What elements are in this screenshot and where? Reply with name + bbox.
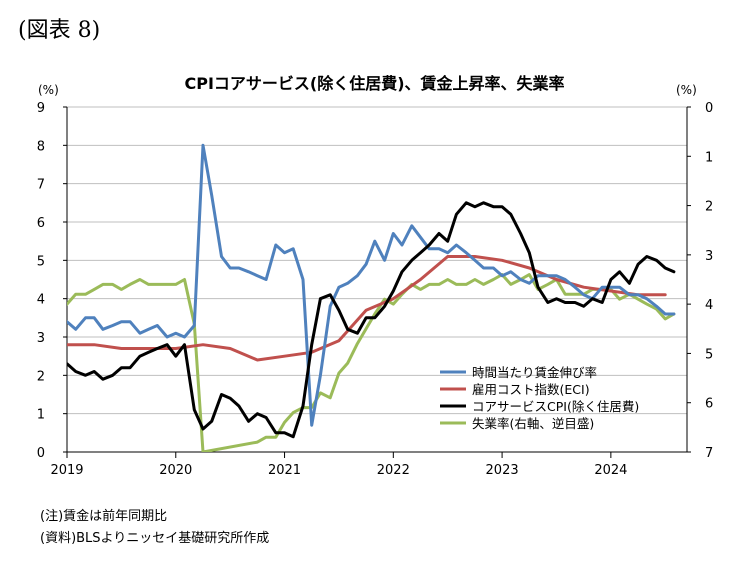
legend-label-0: 時間当たり賃金伸び率 (472, 365, 597, 380)
y-left-tick-label: 0 (37, 446, 45, 461)
y-right-tick-label: 5 (705, 347, 713, 362)
right-axis-unit: (%) (676, 83, 697, 97)
y-left-tick-label: 4 (37, 293, 45, 308)
x-tick-label: 2024 (594, 463, 627, 478)
x-tick-label: 2022 (377, 463, 410, 478)
note-wage: (注)賃金は前年同期比 (40, 509, 168, 524)
chart-title: CPIコアサービス(除く住居費)、賃金上昇率、失業率 (184, 74, 565, 93)
y-right-tick-label: 2 (705, 200, 713, 215)
legend-label-2: コアサービスCPI(除く住居費) (472, 399, 639, 414)
y-right-tick-label: 7 (705, 446, 713, 461)
y-left-tick-label: 1 (37, 408, 45, 423)
x-tick-label: 2019 (50, 463, 83, 478)
legend-label-1: 雇用コスト指数(ECI) (472, 382, 590, 397)
y-right-tick-label: 1 (705, 150, 713, 165)
series-line-3 (67, 273, 676, 452)
x-tick-label: 2023 (486, 463, 519, 478)
note-source: (資料)BLSよりニッセイ基礎研究所作成 (40, 531, 270, 546)
left-axis-unit: (%) (38, 83, 59, 97)
figure-label: (図表 8) (18, 18, 101, 43)
x-tick-label: 2020 (159, 463, 192, 478)
series-line-0 (67, 143, 676, 427)
y-right-tick-label: 3 (705, 249, 713, 264)
series-line-1 (67, 255, 667, 362)
legend-label-3: 失業率(右軸、逆目盛) (472, 416, 594, 431)
y-left-tick-label: 9 (37, 101, 45, 116)
y-left-tick-label: 8 (37, 139, 45, 154)
y-right-tick-label: 0 (705, 101, 713, 116)
x-tick-label: 2021 (268, 463, 301, 478)
y-left-tick-label: 5 (37, 254, 45, 269)
y-left-tick-label: 6 (37, 216, 45, 231)
series-line-2 (67, 201, 676, 439)
y-left-tick-label: 3 (37, 331, 45, 346)
y-right-tick-label: 6 (705, 397, 713, 412)
y-right-tick-label: 4 (705, 298, 713, 313)
y-left-tick-label: 7 (37, 178, 45, 193)
y-left-tick-label: 2 (37, 369, 45, 384)
